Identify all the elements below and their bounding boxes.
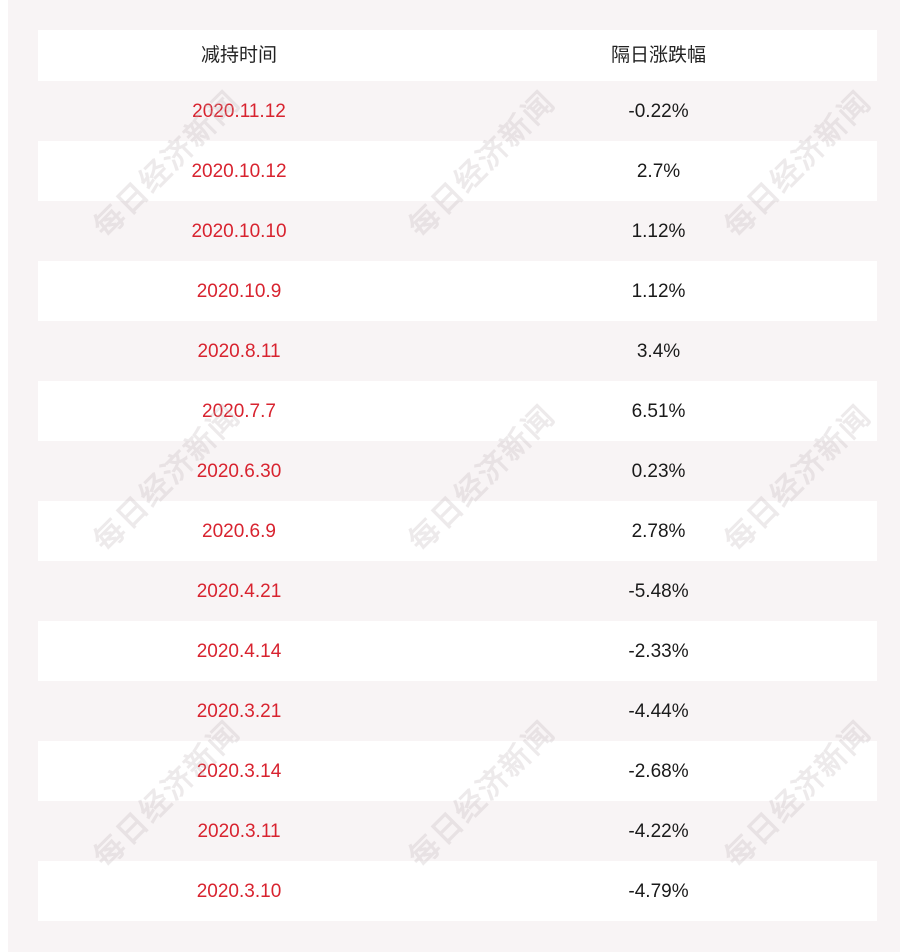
- table-row: 2020.10.9 1.12%: [38, 261, 877, 321]
- table-row: 2020.6.9 2.78%: [38, 501, 877, 561]
- next-day-change-cell: -2.33%: [628, 640, 689, 662]
- next-day-change-cell: -0.22%: [628, 100, 689, 122]
- sell-date-cell: 2020.3.14: [196, 760, 282, 782]
- next-day-change-cell: 3.4%: [636, 340, 681, 362]
- sell-date-cell: 2020.4.21: [196, 580, 282, 602]
- next-day-change-cell: -4.79%: [628, 880, 689, 902]
- sell-date-cell: 2020.7.7: [202, 400, 276, 422]
- header-sell-date: 减持时间: [200, 44, 277, 66]
- table-row: 2020.11.12 -0.22%: [38, 81, 877, 141]
- sell-date-cell: 2020.3.21: [196, 700, 282, 722]
- table-row: 2020.4.21 -5.48%: [38, 561, 877, 621]
- table-row: 2020.3.11 -4.22%: [38, 801, 877, 861]
- sell-date-cell: 2020.11.12: [192, 100, 286, 122]
- data-table: 减持时间 隔日涨跌幅 2020.11.12 -0.22% 2020.10.12 2.7…: [38, 30, 877, 921]
- next-day-change-cell: 2.78%: [631, 520, 686, 542]
- next-day-change-cell: 0.23%: [631, 460, 686, 482]
- table-row: 2020.7.7 6.51%: [38, 381, 877, 441]
- sell-date-cell: 2020.8.11: [197, 340, 281, 362]
- table-row: 2020.3.14 -2.68%: [38, 741, 877, 801]
- table-row: 2020.4.14 -2.33%: [38, 621, 877, 681]
- table-row: 2020.8.11 3.4%: [38, 321, 877, 381]
- sell-date-cell: 2020.10.12: [191, 160, 287, 182]
- table-row: 2020.3.10 -4.79%: [38, 861, 877, 921]
- sell-date-cell: 2020.6.30: [196, 460, 282, 482]
- sell-date-cell: 2020.3.10: [196, 880, 282, 902]
- table-row: 2020.6.30 0.23%: [38, 441, 877, 501]
- table-row: 2020.10.10 1.12%: [38, 201, 877, 261]
- table-header-row: 减持时间 隔日涨跌幅: [38, 30, 877, 81]
- next-day-change-cell: -4.22%: [628, 820, 689, 842]
- sell-date-cell: 2020.4.14: [196, 640, 282, 662]
- next-day-change-cell: -2.68%: [628, 760, 689, 782]
- next-day-change-cell: 6.51%: [631, 400, 686, 422]
- next-day-change-cell: 1.12%: [631, 220, 686, 242]
- next-day-change-cell: 1.12%: [631, 280, 686, 302]
- sell-date-cell: 2020.10.9: [196, 280, 282, 302]
- sell-date-cell: 2020.6.9: [202, 520, 276, 542]
- next-day-change-cell: -4.44%: [628, 700, 689, 722]
- header-next-day-change: 隔日涨跌幅: [610, 44, 706, 66]
- next-day-change-cell: 2.7%: [636, 160, 681, 182]
- sell-date-cell: 2020.3.11: [197, 820, 281, 842]
- table-row: 2020.10.12 2.7%: [38, 141, 877, 201]
- table-row: 2020.3.21 -4.44%: [38, 681, 877, 741]
- next-day-change-cell: -5.48%: [628, 580, 689, 602]
- table-body: 2020.11.12 -0.22% 2020.10.12 2.7% 2020.10.10…: [38, 81, 877, 921]
- sell-date-cell: 2020.10.10: [191, 220, 287, 242]
